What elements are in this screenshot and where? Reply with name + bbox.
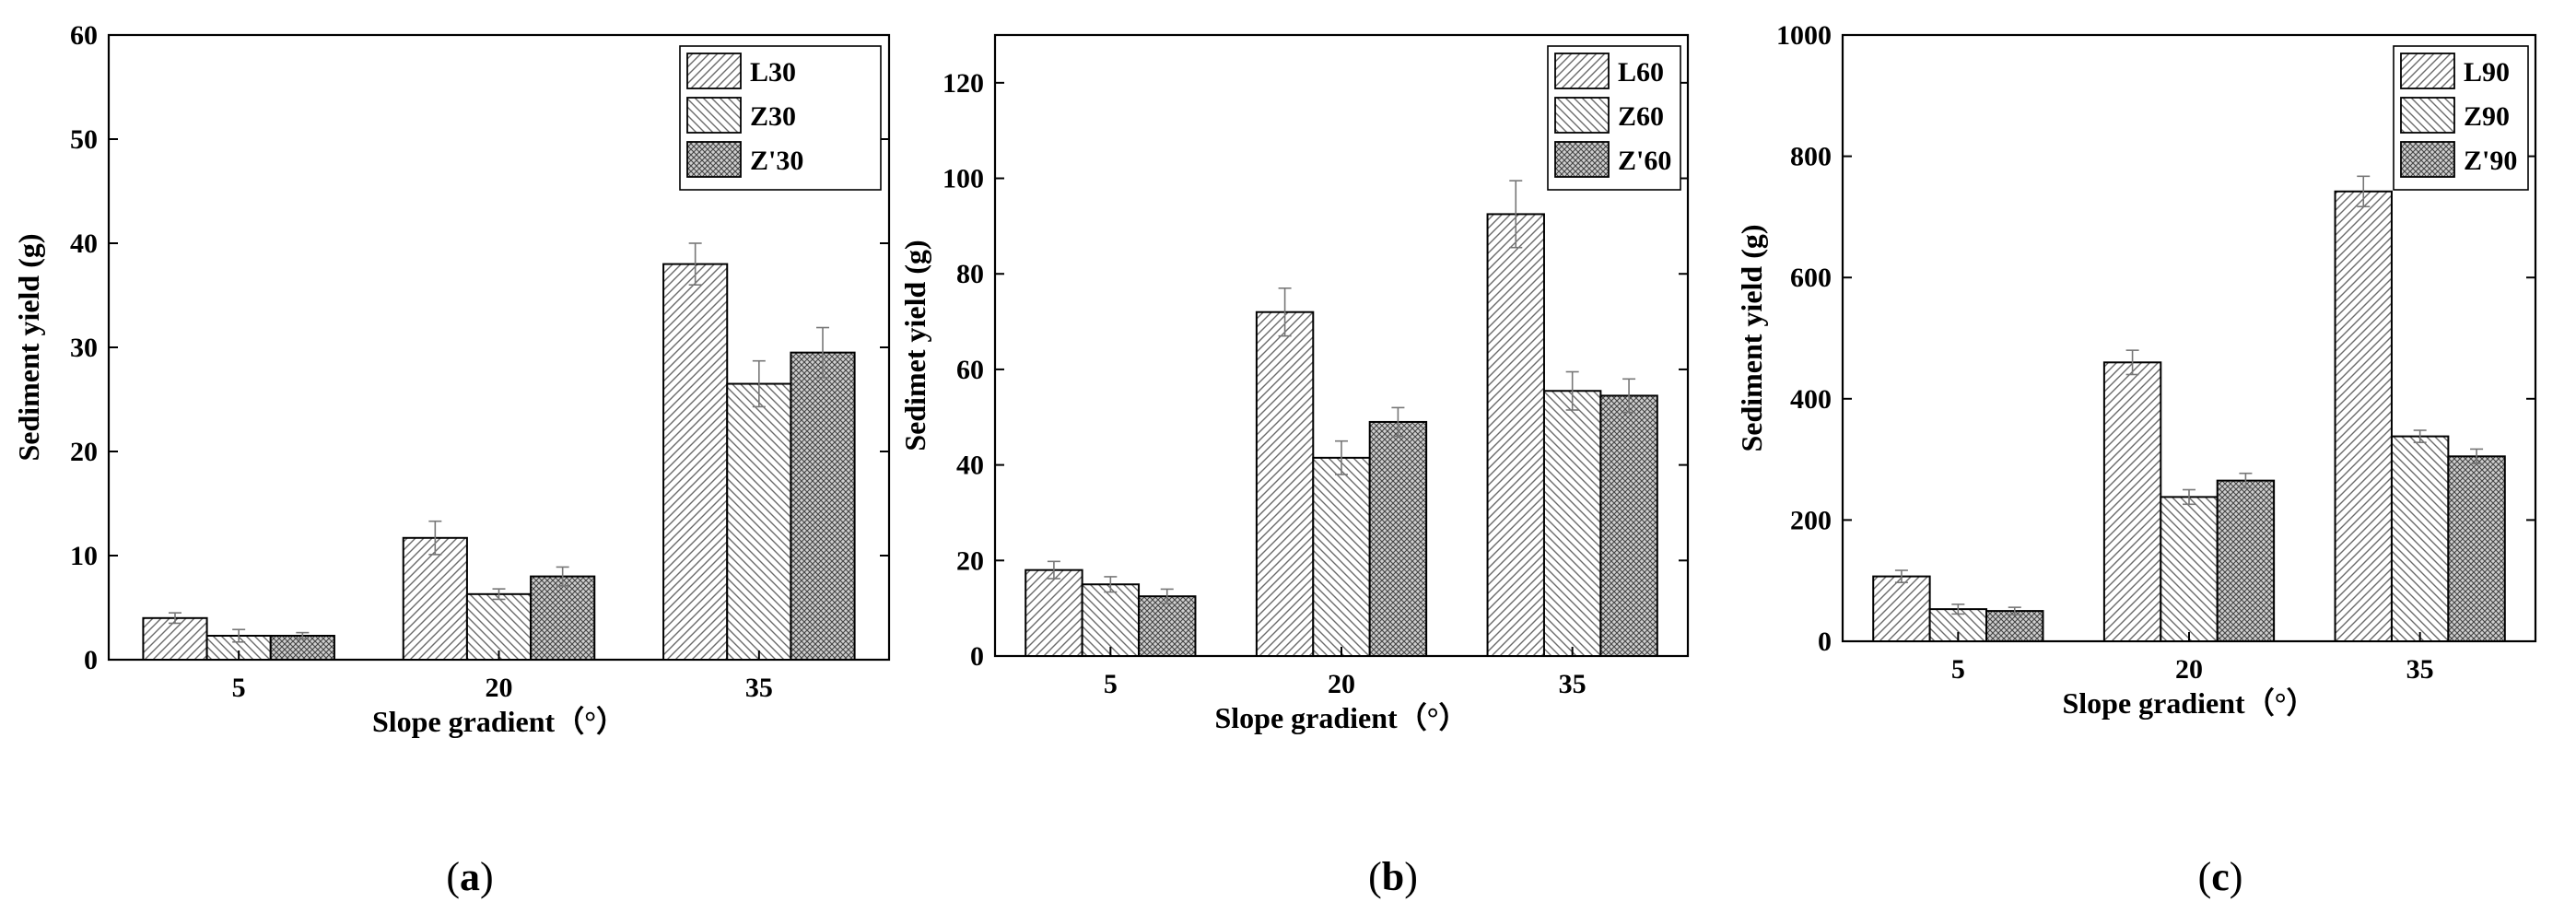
y-tick-label: 0: [970, 641, 984, 672]
legend-label-Z'60: Z'60: [1618, 146, 1671, 176]
bar-Z90-35: [2390, 435, 2450, 643]
bar-Z60-5: [1081, 583, 1141, 658]
chart-panel-c: 0 200 400 600 800 1000 5 20 35 Slope gradient（°） S…: [1735, 20, 2537, 720]
chart-panel-b: 0 20 40 60 80 100 120 5 20 35 Slope gradient（°） Sed…: [898, 33, 1690, 734]
panel-label-a-letter: a: [460, 854, 480, 899]
y-tick-label: 30: [70, 333, 98, 363]
bar-L30-5: [142, 616, 208, 661]
legend-label-L90: L90: [2464, 57, 2510, 88]
y-tick-label: 40: [956, 451, 984, 481]
legend-label-Z30: Z30: [750, 101, 796, 132]
bar-L90-35: [2334, 190, 2393, 642]
y-tick-label: 800: [1790, 142, 1832, 172]
panel-label-a: (a): [446, 854, 493, 899]
panel-label-b-letter: b: [1382, 854, 1404, 899]
bar-L60-20: [1255, 311, 1315, 657]
y-tick-label: 600: [1790, 263, 1832, 293]
y-tick-label: 400: [1790, 384, 1832, 415]
legend-swatch-Z90: [2400, 97, 2455, 134]
x-tick-label: 35: [1559, 669, 1587, 699]
legend-swatch-Z30: [686, 97, 742, 134]
legend-label-L30: L30: [750, 57, 796, 88]
x-tick-label: 5: [232, 673, 246, 703]
bar-Z60-35: [1542, 390, 1602, 657]
legend-swatch-Z'30: [686, 141, 742, 178]
legend-swatch-Z'60: [1554, 141, 1610, 178]
x-axis-label: Slope gradient（°）: [2062, 686, 2315, 720]
bar-Z'60-20: [1368, 420, 1428, 658]
bar-Z30-35: [726, 382, 792, 661]
x-tick-label: 20: [2175, 654, 2203, 685]
legend-swatch-L60: [1554, 53, 1610, 89]
y-tick-label: 1000: [1776, 20, 1832, 51]
bar-L30-35: [662, 263, 729, 661]
x-tick-label: 20: [1328, 669, 1355, 699]
x-tick-label: 35: [2406, 654, 2434, 685]
y-tick-label: 100: [943, 164, 984, 194]
y-tick-label: 10: [70, 541, 98, 571]
legend-label-Z90: Z90: [2464, 101, 2510, 132]
bar-Z'60-5: [1138, 595, 1197, 658]
x-tick-label: 5: [1104, 669, 1118, 699]
y-tick-label: 20: [956, 545, 984, 576]
chart-panel-a: 0 10 20 30 40 50 60 5 20 35 Slope gradient（°） Sedim…: [12, 20, 891, 738]
x-tick-label: 35: [745, 673, 773, 703]
y-tick-label: 20: [70, 437, 98, 467]
panel-label-b: (b): [1368, 854, 1418, 899]
y-tick-label: 0: [84, 645, 98, 675]
bar-Z30-20: [465, 592, 533, 661]
legend-swatch-Z'90: [2400, 141, 2455, 178]
legend-swatch-Z60: [1554, 97, 1610, 134]
y-axis-label: Sediment yield (g): [12, 233, 45, 461]
bar-L90-20: [2102, 361, 2162, 642]
legend-label-Z60: Z60: [1618, 101, 1664, 132]
x-axis-label: Slope gradient（°）: [372, 705, 626, 738]
bar-Z'90-20: [2216, 479, 2276, 642]
bar-Z'60-35: [1599, 394, 1658, 657]
y-tick-label: 0: [1818, 627, 1832, 657]
legend-label-Z'30: Z'30: [750, 146, 803, 176]
x-tick-label: 20: [486, 673, 513, 703]
x-axis-label: Slope gradient（°）: [1214, 701, 1468, 734]
y-tick-label: 60: [956, 355, 984, 385]
legend-label-Z'90: Z'90: [2464, 146, 2517, 176]
bar-L30-20: [402, 536, 468, 661]
y-tick-label: 60: [70, 20, 98, 51]
bar-L60-35: [1486, 213, 1545, 658]
x-tick-label: 5: [1951, 654, 1965, 685]
panel-label-c-letter: c: [2211, 854, 2230, 899]
y-tick-label: 80: [956, 259, 984, 289]
bar-Z'30-20: [530, 575, 596, 661]
bar-Z'90-5: [1985, 610, 2044, 642]
bar-Z90-20: [2160, 496, 2219, 642]
y-tick-label: 200: [1790, 505, 1832, 535]
y-tick-label: 120: [943, 68, 984, 99]
y-axis-label: Sediment yield (g): [1735, 224, 1768, 451]
bar-L60-5: [1025, 568, 1083, 658]
bar-Z'30-35: [790, 351, 856, 661]
bar-Z60-20: [1312, 456, 1371, 658]
panel-label-c: (c): [2198, 854, 2243, 899]
legend-swatch-L30: [686, 53, 742, 89]
legend-label-L60: L60: [1618, 57, 1664, 88]
y-tick-label: 40: [70, 228, 98, 259]
bar-L90-5: [1872, 575, 1931, 642]
y-tick-label: 50: [70, 124, 98, 155]
y-axis-label: Sedimet yield (g): [898, 240, 931, 451]
bar-Z'90-35: [2447, 455, 2506, 642]
legend-swatch-L90: [2400, 53, 2455, 89]
